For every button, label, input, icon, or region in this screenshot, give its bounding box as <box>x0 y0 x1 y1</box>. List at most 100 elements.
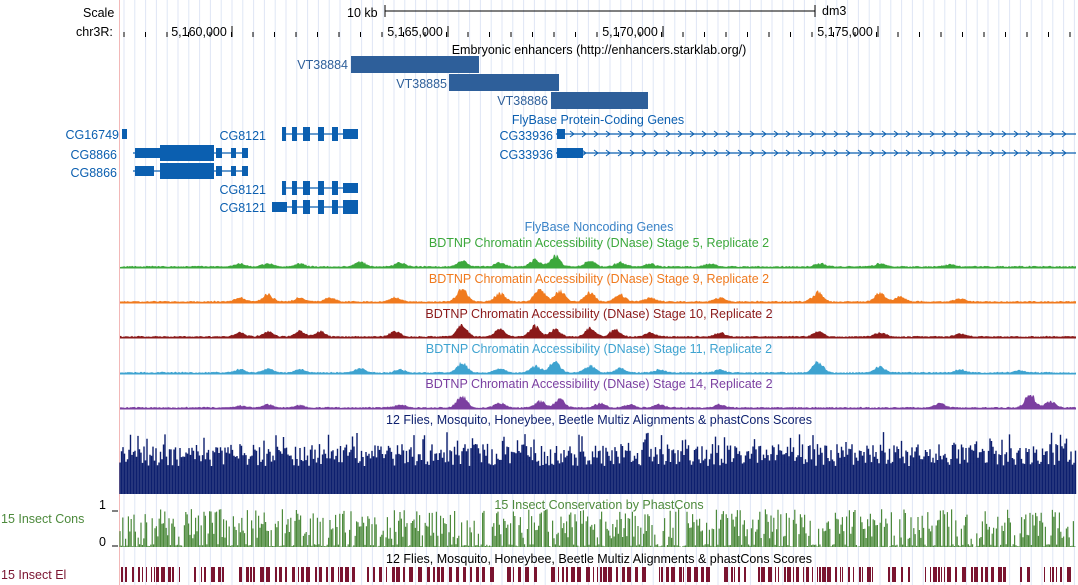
gene-label-cg16749[interactable]: CG16749 <box>65 128 119 142</box>
conserved-element <box>566 567 568 582</box>
ruler-position-3: 5,170,000 <box>602 25 658 39</box>
conserved-element <box>941 567 942 582</box>
enhancer-label-vt38884[interactable]: VT38884 <box>297 58 348 72</box>
conserved-element <box>694 567 698 582</box>
conserved-element <box>701 567 704 582</box>
noncoding-track-title[interactable]: FlyBase Noncoding Genes <box>524 220 674 234</box>
conserved-element <box>518 567 521 582</box>
dnase-stage11-title[interactable]: BDTNP Chromatin Accessibility (DNase) St… <box>425 342 773 356</box>
conserved-element <box>146 567 147 582</box>
cg8866-b-exon <box>135 166 154 176</box>
gene-label-cg8866-b[interactable]: CG8866 <box>70 166 117 180</box>
elements-track-title[interactable]: 12 Flies, Mosquito, Honeybee, Beetle Mul… <box>386 552 812 566</box>
gene-label-cg8121-a[interactable]: CG8121 <box>219 129 266 143</box>
cg8121-c-exon <box>332 200 338 214</box>
conserved-element <box>298 567 299 582</box>
cg33936-b-strand-arrow <box>857 149 863 157</box>
cg33936-b-strand-arrow <box>689 149 695 157</box>
coding-genes-track-title[interactable]: FlyBase Protein-Coding Genes <box>511 113 685 127</box>
conserved-element <box>577 567 581 582</box>
phastcons-bars <box>119 509 1076 547</box>
cg33936-a-strand-arrow <box>797 130 803 138</box>
cg33936-a-strand-arrow <box>857 130 863 138</box>
conserved-element <box>161 567 165 582</box>
conserved-element <box>292 567 295 582</box>
cg33936-b-strand-arrow <box>761 149 767 157</box>
conserved-element <box>319 567 322 582</box>
multiz-track-title[interactable]: 12 Flies, Mosquito, Honeybee, Beetle Mul… <box>386 413 812 427</box>
cg8866-a-exon <box>242 148 248 158</box>
cg33936-a-strand-arrow <box>593 130 599 138</box>
cg8121-a-exon <box>292 127 297 141</box>
cg8121-b-exon <box>332 181 338 195</box>
conserved-element <box>687 567 691 582</box>
ruler-position-4: 5,175,000 <box>817 25 873 39</box>
cg33936-b-strand-arrow <box>941 149 947 157</box>
cg33936-a-strand-arrow <box>737 130 743 138</box>
enhancers-track-title[interactable]: Embryonic enhancers (http://enhancers.st… <box>451 43 747 57</box>
conserved-element <box>1020 567 1022 582</box>
conserved-element <box>944 567 945 582</box>
conserved-element <box>338 567 339 582</box>
cg33936-a-strand-arrow <box>905 130 911 138</box>
conserved-element <box>892 567 896 582</box>
conserved-element <box>974 567 978 582</box>
cg33936-b-strand-arrow <box>629 149 635 157</box>
conserved-element <box>806 567 809 582</box>
cg33936-a-exon <box>557 129 565 139</box>
phastcons-side-label[interactable]: 15 Insect Cons <box>1 512 85 526</box>
dnase-stage14-title[interactable]: BDTNP Chromatin Accessibility (DNase) St… <box>425 377 773 391</box>
conserved-element <box>132 567 134 582</box>
conserved-element <box>168 567 171 582</box>
dnase-stage9-title[interactable]: BDTNP Chromatin Accessibility (DNase) St… <box>428 272 770 286</box>
cg8121-c-exon <box>272 202 287 212</box>
conserved-element <box>848 567 850 582</box>
enhancer-label-vt38886[interactable]: VT38886 <box>497 94 548 108</box>
conserved-element <box>1003 567 1006 582</box>
phastcons-track-title[interactable]: 15 Insect Conservation by PhastCons <box>494 498 704 512</box>
conserved-element <box>616 567 618 582</box>
conserved-element <box>862 567 863 582</box>
conserved-element <box>179 567 180 582</box>
conserved-element <box>888 567 890 582</box>
conserved-element <box>449 567 452 582</box>
gene-label-cg8121-b[interactable]: CG8121 <box>219 183 266 197</box>
dnase-stage10-title[interactable]: BDTNP Chromatin Accessibility (DNase) St… <box>425 307 773 321</box>
conserved-element <box>275 567 277 582</box>
cg33936-a-strand-arrow <box>809 130 815 138</box>
conserved-element <box>392 567 395 582</box>
conserved-element <box>534 567 537 582</box>
gene-label-cg33936-a[interactable]: CG33936 <box>499 129 553 143</box>
conserved-element <box>671 567 675 582</box>
cg33936-a-strand-arrow <box>965 130 971 138</box>
conserved-element <box>724 567 728 582</box>
cg8866-b-exon <box>160 163 214 179</box>
cg8121-b-exon <box>292 181 297 195</box>
conserved-element <box>218 567 221 582</box>
conserved-element <box>867 567 871 582</box>
dnase-stage5-title[interactable]: BDTNP Chromatin Accessibility (DNase) St… <box>428 236 770 250</box>
conserved-element <box>731 567 733 582</box>
conserved-element <box>433 567 435 582</box>
cg8121-b-exon <box>282 181 286 195</box>
cg8121-c-exon <box>343 200 358 214</box>
cg33936-b-strand-arrow <box>737 149 743 157</box>
cg33936-b-strand-arrow <box>869 149 875 157</box>
gene-label-cg33936-b[interactable]: CG33936 <box>499 148 553 162</box>
conserved-element <box>853 567 854 582</box>
elements-side-label[interactable]: 15 Insect El <box>1 568 67 582</box>
gene-label-cg8866-a[interactable]: CG8866 <box>70 148 117 162</box>
conserved-element <box>409 567 413 582</box>
gene-label-cg8121-c[interactable]: CG8121 <box>219 201 266 215</box>
enhancer-label-vt38885[interactable]: VT38885 <box>396 77 447 91</box>
cg33936-a-strand-arrow <box>1025 130 1031 138</box>
conserved-element <box>840 567 841 582</box>
conserved-element <box>683 567 684 582</box>
cg8121-a-exon <box>303 127 310 141</box>
cg33936-a-strand-arrow <box>1013 130 1019 138</box>
conserved-element <box>386 567 387 582</box>
cg8121-a-exon <box>318 127 324 141</box>
cg33936-b-strand-arrow <box>569 149 575 157</box>
conserved-element <box>600 567 602 582</box>
